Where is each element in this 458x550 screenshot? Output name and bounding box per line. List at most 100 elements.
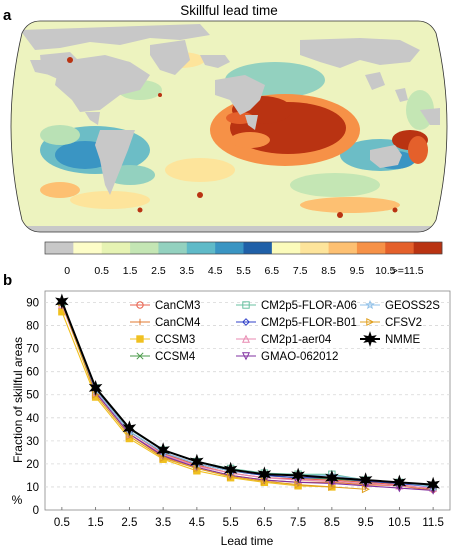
x-tick-label: 10.5 bbox=[388, 517, 410, 529]
legend-item: CM2p5-FLOR-B01 bbox=[236, 317, 357, 329]
legend-label: CanCM4 bbox=[155, 317, 201, 329]
data-point bbox=[136, 352, 144, 360]
y-tick-label: 80 bbox=[26, 321, 39, 333]
colorbar-swatch bbox=[328, 242, 358, 254]
legend-item: CFSV2 bbox=[360, 317, 422, 329]
colorbar-swatch bbox=[101, 242, 131, 254]
data-point bbox=[136, 335, 144, 343]
colorbar-swatch bbox=[356, 242, 386, 254]
x-tick-label: 9.5 bbox=[358, 517, 374, 529]
series-cancm3 bbox=[58, 298, 437, 493]
legend-label: NMME bbox=[385, 334, 420, 346]
map-frame bbox=[10, 20, 448, 233]
legend-item: CCSM4 bbox=[130, 351, 196, 363]
legend-label: CCSM3 bbox=[155, 334, 195, 346]
colorbar-tick-label: 1.5 bbox=[123, 265, 138, 277]
data-point bbox=[242, 318, 250, 326]
colorbar-swatch bbox=[243, 242, 273, 254]
x-tick-label: 2.5 bbox=[121, 517, 137, 529]
x-tick-label: 5.5 bbox=[223, 517, 239, 529]
panel-a-label: a bbox=[3, 7, 12, 24]
legend-label: CM2p5-FLOR-A06 bbox=[261, 300, 357, 312]
data-point bbox=[358, 472, 373, 488]
series-line bbox=[61, 302, 366, 490]
legend-label: CCSM4 bbox=[155, 351, 196, 363]
legend-label: CFSV2 bbox=[385, 317, 422, 329]
legend-item: CanCM4 bbox=[130, 317, 201, 329]
colorbar-tick-label: 6.5 bbox=[265, 265, 280, 277]
colorbar-swatch bbox=[413, 242, 443, 254]
x-tick-label: 8.5 bbox=[324, 517, 340, 529]
colorbar-tick-label: 3.5 bbox=[179, 265, 194, 277]
colorbar-swatch bbox=[73, 242, 103, 254]
colorbar-swatch bbox=[271, 242, 301, 254]
series-line bbox=[60, 301, 434, 486]
series-geoss2s bbox=[57, 297, 438, 492]
y-tick-label: 30 bbox=[26, 436, 39, 448]
data-point bbox=[122, 420, 137, 437]
x-tick-label: 0.5 bbox=[54, 517, 70, 529]
y-tick-label: 20 bbox=[26, 459, 39, 471]
data-point bbox=[392, 474, 407, 491]
y-axis-unit: % bbox=[12, 493, 23, 507]
colorbar-swatch bbox=[300, 242, 329, 254]
map-title: Skillful lead time bbox=[180, 3, 278, 18]
colorbar-swatch bbox=[45, 242, 74, 254]
y-tick-label: 70 bbox=[26, 344, 39, 356]
series-line bbox=[61, 302, 434, 491]
data-point bbox=[365, 299, 375, 310]
series-cm2p5-flor-a06 bbox=[58, 298, 437, 491]
colorbar-tick-label: 0 bbox=[64, 265, 70, 277]
series-line bbox=[61, 302, 434, 491]
legend-item: GEOSS2S bbox=[360, 299, 440, 312]
series-gmao-062012 bbox=[57, 298, 438, 495]
series-ccsm4 bbox=[58, 298, 437, 490]
legend-label: CanCM3 bbox=[155, 300, 200, 312]
data-point bbox=[241, 352, 251, 361]
series-line bbox=[61, 302, 434, 487]
x-axis-label: Lead time bbox=[221, 534, 274, 548]
colorbar: 0 0.5 1.5 2.5 3.5 4.5 5.5 6.5 7.5 8.5 9.5 10.5>=11.… bbox=[44, 241, 443, 277]
colorbar-swatch bbox=[158, 242, 188, 254]
data-point bbox=[242, 301, 250, 309]
legend-item: CM2p5-FLOR-A06 bbox=[236, 300, 357, 312]
legend-item: CM2p1-aer04 bbox=[236, 334, 332, 346]
legend-label: GEOSS2S bbox=[385, 300, 440, 312]
colorbar-swatch bbox=[385, 242, 414, 254]
series-nmme bbox=[55, 293, 440, 493]
data-point bbox=[136, 301, 144, 309]
y-axis-label: Fraction of skillful areas bbox=[11, 337, 25, 463]
panel-b-label: b bbox=[3, 272, 12, 289]
x-tick-label: 3.5 bbox=[155, 517, 171, 529]
colorbar-tick-label: 7.5 bbox=[293, 265, 308, 277]
y-tick-label: 10 bbox=[26, 482, 39, 494]
legend-item: CCSM3 bbox=[130, 334, 195, 346]
legend-item: GMAO-062012 bbox=[236, 351, 338, 363]
colorbar-tick-label: 0.5 bbox=[94, 265, 109, 277]
data-point bbox=[223, 461, 238, 478]
series-line bbox=[61, 304, 434, 489]
colorbar-tick-label: 10.5 bbox=[375, 265, 396, 277]
data-point bbox=[190, 453, 204, 470]
legend: CanCM3 CanCM4 CCSM3 CCSM4 CM2p5-FLOR-A06 CM2p… bbox=[130, 299, 440, 363]
legend-item: CanCM3 bbox=[130, 300, 200, 312]
series-cancm4 bbox=[58, 299, 437, 494]
legend-label: GMAO-062012 bbox=[261, 351, 338, 363]
data-point bbox=[426, 476, 440, 493]
map-high-lead-spots bbox=[67, 57, 398, 218]
series-cm2p1-aer04 bbox=[57, 300, 438, 492]
colorbar-tick-label: 4.5 bbox=[208, 265, 223, 277]
colorbar-tick-label: 8.5 bbox=[321, 265, 336, 277]
y-tick-labels: 0 10 20 30 40 50 60 70 80 90 bbox=[26, 298, 39, 517]
x-tick-label: 1.5 bbox=[88, 517, 104, 529]
x-tick-label: 7.5 bbox=[290, 517, 306, 529]
data-point bbox=[136, 318, 144, 326]
data-point bbox=[55, 293, 69, 310]
data-point bbox=[291, 467, 305, 484]
legend-item: NMME bbox=[360, 331, 420, 347]
series-cm2p5-flor-b01 bbox=[57, 298, 438, 491]
data-point bbox=[366, 317, 375, 327]
y-tick-label: 0 bbox=[33, 505, 39, 517]
data-point bbox=[325, 469, 339, 486]
